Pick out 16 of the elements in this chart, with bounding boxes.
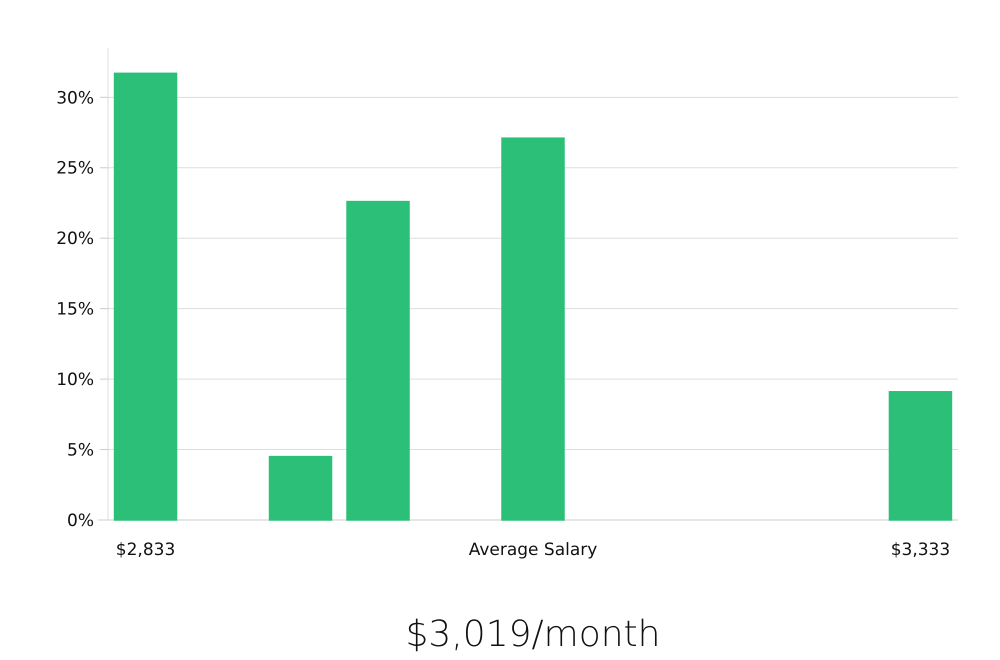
- bar: [888, 391, 952, 521]
- bar: [268, 456, 332, 521]
- bar: [501, 137, 565, 521]
- bar: [346, 200, 410, 521]
- bar: [114, 72, 178, 521]
- y-tick-label: 30%: [56, 88, 94, 108]
- x-tick-label: $3,333: [890, 540, 950, 560]
- y-tick-label: 15%: [56, 300, 94, 320]
- y-tick-label: 5%: [67, 440, 94, 460]
- text: $3,019/month: [406, 614, 660, 655]
- y-tick-label: 20%: [56, 229, 94, 250]
- x-axis-title: Average Salary: [468, 540, 598, 560]
- y-tick-label: 25%: [56, 158, 94, 179]
- y-tick-label: 0%: [67, 510, 94, 531]
- y-tick-label: 10%: [56, 370, 94, 390]
- x-tick-label: $2,833: [116, 540, 176, 560]
